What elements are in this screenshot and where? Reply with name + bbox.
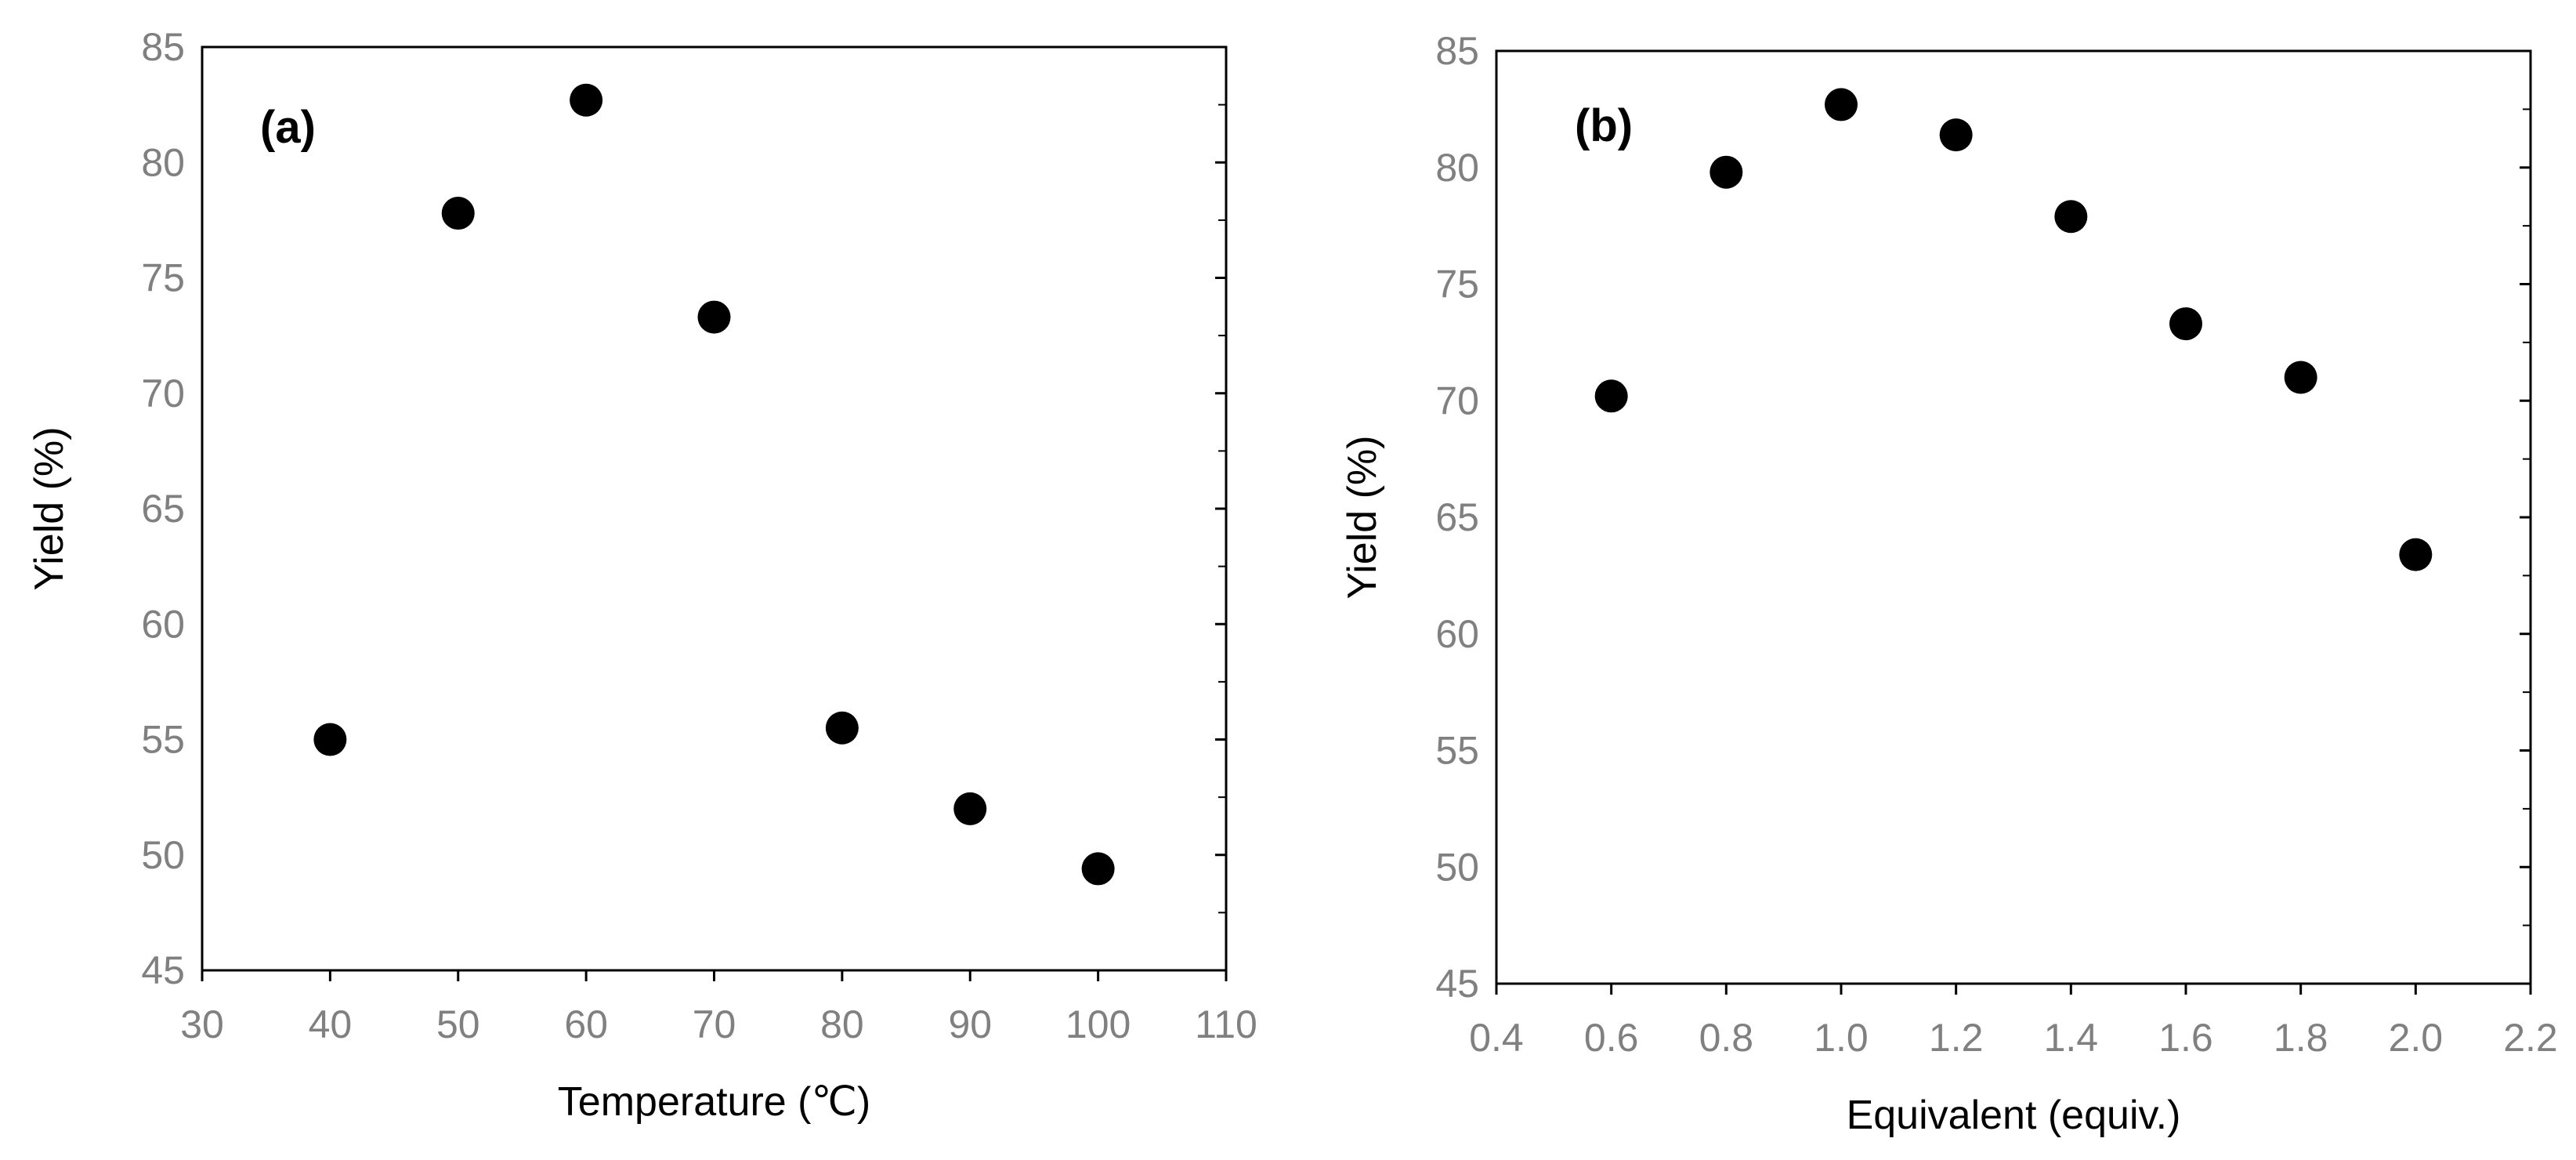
y-tick-label: 65	[1435, 495, 1479, 539]
plot-area-frame	[201, 45, 1228, 972]
data-point	[2399, 538, 2433, 571]
panel-label: (b)	[1575, 100, 1633, 151]
y-tick-label: 55	[141, 718, 185, 762]
data-point	[1825, 88, 1858, 121]
x-tick-label: 1.6	[2158, 1016, 2213, 1060]
x-tick-label: 2.0	[2389, 1016, 2444, 1060]
x-tick-label: 70	[693, 1002, 736, 1046]
data-point	[1594, 379, 1628, 413]
data-points	[1594, 88, 2433, 571]
x-tick-label: 90	[948, 1002, 992, 1046]
x-tick-label: 0.4	[1469, 1016, 1524, 1060]
data-point	[825, 711, 859, 745]
y-tick-label: 45	[1435, 962, 1479, 1006]
panel-label: (a)	[260, 102, 316, 153]
x-tick-label: 50	[436, 1002, 480, 1046]
y-tick-label: 70	[1435, 379, 1479, 422]
x-axis-title: Temperature (℃)	[558, 1079, 870, 1125]
data-points	[313, 83, 1115, 886]
x-tick-label: 1.0	[1814, 1016, 1869, 1060]
y-tick-label: 80	[1435, 146, 1479, 190]
y-axis-title: Yield (%)	[27, 426, 72, 590]
data-point	[697, 300, 731, 334]
x-tick-label: 1.4	[2044, 1016, 2099, 1060]
plot-area-frame	[1495, 49, 2532, 985]
x-tick-label: 0.6	[1584, 1016, 1639, 1060]
y-tick-label: 75	[1435, 263, 1479, 306]
axis-ticks: 30 40 50 60 70 80 90 100 110 45 50 55 60 65 70 75 80 85	[141, 25, 1257, 1046]
panel-a: 30 40 50 60 70 80 90 100 110 45 50 55 60 65 70 75 80 85 (…	[27, 25, 1257, 1125]
y-tick-label: 50	[1435, 845, 1479, 889]
data-point	[953, 792, 987, 825]
y-tick-label: 80	[141, 140, 185, 184]
y-axis-title: Yield (%)	[1340, 435, 1385, 599]
x-axis-title: Equivalent (equiv.)	[1847, 1093, 2181, 1138]
x-tick-label: 80	[820, 1002, 864, 1046]
x-tick-label: 110	[1195, 1002, 1257, 1046]
panel-b: 0.4 0.6 0.8 1.0 1.2 1.4 1.6 1.8 2.0 2.2 45 50 55 60 65…	[1340, 29, 2558, 1138]
x-tick-label: 0.8	[1699, 1016, 1754, 1060]
x-tick-label: 1.2	[1929, 1016, 1984, 1060]
y-tick-label: 50	[141, 833, 185, 877]
x-tick-label: 1.8	[2274, 1016, 2328, 1060]
y-tick-label: 85	[141, 25, 185, 69]
y-tick-label: 55	[1435, 729, 1479, 773]
data-point	[2169, 307, 2202, 341]
y-tick-label: 60	[1435, 612, 1479, 656]
y-tick-label: 70	[141, 372, 185, 415]
y-tick-label: 60	[141, 602, 185, 646]
y-tick-label: 75	[141, 256, 185, 300]
x-tick-label: 2.2	[2503, 1016, 2558, 1060]
axis-ticks: 0.4 0.6 0.8 1.0 1.2 1.4 1.6 1.8 2.0 2.2 45 50 55 60 65…	[1435, 29, 2557, 1060]
data-point	[1709, 155, 1743, 189]
x-tick-label: 30	[180, 1002, 224, 1046]
data-point	[1081, 852, 1115, 886]
data-point	[2284, 361, 2317, 394]
data-point	[1939, 118, 1973, 152]
data-point	[313, 723, 347, 756]
x-tick-label: 60	[564, 1002, 608, 1046]
y-tick-label: 65	[141, 487, 185, 531]
data-point	[2054, 200, 2088, 234]
x-tick-label: 100	[1065, 1002, 1131, 1046]
x-tick-label: 40	[309, 1002, 353, 1046]
data-point	[441, 197, 475, 230]
y-tick-label: 85	[1435, 29, 1479, 73]
y-tick-label: 45	[141, 948, 185, 992]
data-point	[570, 83, 603, 117]
